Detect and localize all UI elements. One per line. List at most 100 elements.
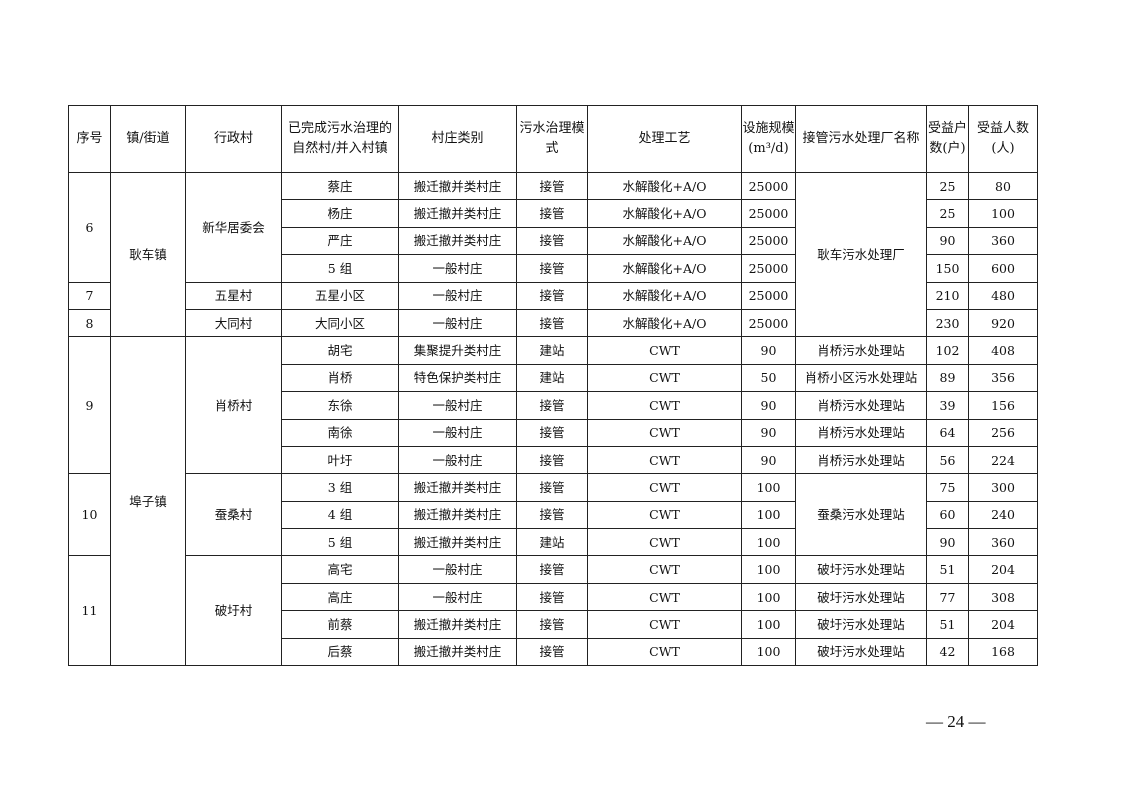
cell-process: CWT <box>587 363 742 393</box>
cell-plant: 破圩污水处理站 <box>795 555 927 584</box>
cell-mode: 接管 <box>516 500 588 530</box>
cell-mode: 建站 <box>516 336 588 365</box>
cell-households: 39 <box>926 391 969 420</box>
cell-category: 一般村庄 <box>398 281 517 310</box>
cell-people: 480 <box>968 281 1038 310</box>
header-admin-village: 行政村 <box>185 105 282 173</box>
cell-plant: 肖桥污水处理站 <box>795 418 927 447</box>
cell-mode: 接管 <box>516 582 588 612</box>
cell-natural: 后蔡 <box>281 637 399 667</box>
cell-people: 308 <box>968 582 1038 612</box>
table-row: 11 破圩村 高宅 一般村庄 接管 CWT 100 破圩污水处理站 51 204 <box>68 555 1038 667</box>
cell-seq: 9 <box>68 336 111 475</box>
cell-households: 230 <box>926 308 969 338</box>
cell-process: CWT <box>587 418 742 447</box>
cell-households: 150 <box>926 254 969 283</box>
header-seq: 序号 <box>68 105 111 173</box>
cell-process: CWT <box>587 445 742 475</box>
table-row: 东徐 一般村庄 接管 CWT 90 肖桥污水处理站 39 156 <box>69 391 1038 420</box>
cell-seq: 7 <box>68 281 111 310</box>
cell-scale: 25000 <box>741 281 796 310</box>
cell-people: 360 <box>968 528 1038 557</box>
cell-plant: 肖桥小区污水处理站 <box>795 363 927 393</box>
table-row: 9 埠子镇 肖桥村 胡宅 集聚提升类村庄 建站 CWT 90 肖桥污水处理站 102 408 <box>68 336 1038 667</box>
cell-mode: 接管 <box>516 391 588 420</box>
header-row: 序号 镇/街道 行政村 已完成污水治理的自然村/并入村镇 村庄类别 污水治理模式… <box>68 105 1038 173</box>
table-body: 6 耿车镇 新华居委会 蔡庄 搬迁撤并类村庄 接管 水解酸化+A/O 25000 耿车污水处理厂… <box>68 171 1038 667</box>
cell-admin: 新华居委会 <box>185 172 282 283</box>
cell-people: 224 <box>968 445 1038 475</box>
cell-scale: 90 <box>741 391 796 420</box>
cell-households: 51 <box>926 555 969 584</box>
table-row: 6 耿车镇 新华居委会 蔡庄 搬迁撤并类村庄 接管 水解酸化+A/O 25000 耿车污水处理厂… <box>68 171 1038 338</box>
header-category: 村庄类别 <box>398 105 517 173</box>
cell-admin: 破圩村 <box>185 555 282 667</box>
cell-households: 60 <box>926 500 969 530</box>
cell-admin: 大同村 <box>185 308 282 338</box>
cell-people: 360 <box>968 226 1038 256</box>
cell-scale: 25000 <box>741 308 796 338</box>
cell-people: 920 <box>968 308 1038 338</box>
cell-natural: 杨庄 <box>281 199 399 228</box>
cell-category: 搬迁撤并类村庄 <box>398 226 517 256</box>
cell-people: 300 <box>968 473 1038 502</box>
cell-people: 356 <box>968 363 1038 393</box>
cell-town: 耿车镇 <box>110 171 186 338</box>
cell-scale: 100 <box>741 528 796 557</box>
cell-category: 搬迁撤并类村庄 <box>398 199 517 228</box>
cell-plant: 肖桥污水处理站 <box>795 336 927 365</box>
cell-households: 25 <box>926 171 969 201</box>
cell-category: 一般村庄 <box>398 391 517 420</box>
cell-category: 特色保护类村庄 <box>398 363 517 393</box>
cell-natural: 高宅 <box>281 555 399 584</box>
cell-households: 77 <box>926 582 969 612</box>
cell-scale: 25000 <box>741 171 796 201</box>
cell-natural: 南徐 <box>281 418 399 447</box>
cell-plant: 破圩污水处理站 <box>795 610 927 639</box>
cell-process: CWT <box>587 391 742 420</box>
cell-households: 56 <box>926 445 969 475</box>
cell-natural: 高庄 <box>281 582 399 612</box>
cell-scale: 100 <box>741 582 796 612</box>
cell-mode: 建站 <box>516 528 588 557</box>
page-number: — 24 — <box>926 712 986 731</box>
cell-scale: 100 <box>741 500 796 530</box>
cell-natural: 3 组 <box>281 473 399 502</box>
cell-scale: 100 <box>741 473 796 502</box>
cell-process: 水解酸化+A/O <box>587 308 742 338</box>
cell-mode: 接管 <box>516 254 588 283</box>
table-row: 叶圩 一般村庄 接管 CWT 90 肖桥污水处理站 56 224 <box>69 445 1038 475</box>
cell-category: 一般村庄 <box>398 254 517 283</box>
cell-people: 600 <box>968 254 1038 283</box>
cell-category: 一般村庄 <box>398 555 517 584</box>
cell-natural: 5 组 <box>281 254 399 283</box>
cell-seq: 10 <box>68 473 111 557</box>
table-row: 5 组一般村庄 接管 水解酸化+A/O 25000 150 600 <box>69 254 1038 283</box>
cell-natural: 东徐 <box>281 391 399 420</box>
cell-plant: 破圩污水处理站 <box>795 582 927 612</box>
cell-mode: 接管 <box>516 308 588 338</box>
cell-category: 一般村庄 <box>398 418 517 447</box>
cell-households: 90 <box>926 528 969 557</box>
table-row: 5 组搬迁撤并类村庄 建站 CWT 100 90 360 <box>69 528 1038 557</box>
cell-process: CWT <box>587 582 742 612</box>
cell-natural: 肖桥 <box>281 363 399 393</box>
header-town: 镇/街道 <box>110 105 186 173</box>
table-row: 10 蚕桑村 3 组搬迁撤并类村庄 接管 CWT 100 蚕桑污水处理站 75 300 <box>68 473 1038 557</box>
cell-mode: 建站 <box>516 363 588 393</box>
cell-category: 一般村庄 <box>398 308 517 338</box>
cell-households: 89 <box>926 363 969 393</box>
cell-mode: 接管 <box>516 637 588 667</box>
cell-category: 搬迁撤并类村庄 <box>398 610 517 639</box>
cell-process: 水解酸化+A/O <box>587 281 742 310</box>
cell-scale: 100 <box>741 610 796 639</box>
cell-mode: 接管 <box>516 418 588 447</box>
header-mode: 污水治理模式 <box>516 105 588 173</box>
cell-households: 210 <box>926 281 969 310</box>
cell-scale: 50 <box>741 363 796 393</box>
cell-plant: 耿车污水处理厂 <box>795 171 927 338</box>
cell-scale: 90 <box>741 336 796 365</box>
cell-category: 集聚提升类村庄 <box>398 336 517 365</box>
table-row: 肖桥 特色保护类村庄 建站 CWT 50 肖桥小区污水处理站 89 356 <box>69 363 1038 393</box>
cell-natural: 大同小区 <box>281 308 399 338</box>
